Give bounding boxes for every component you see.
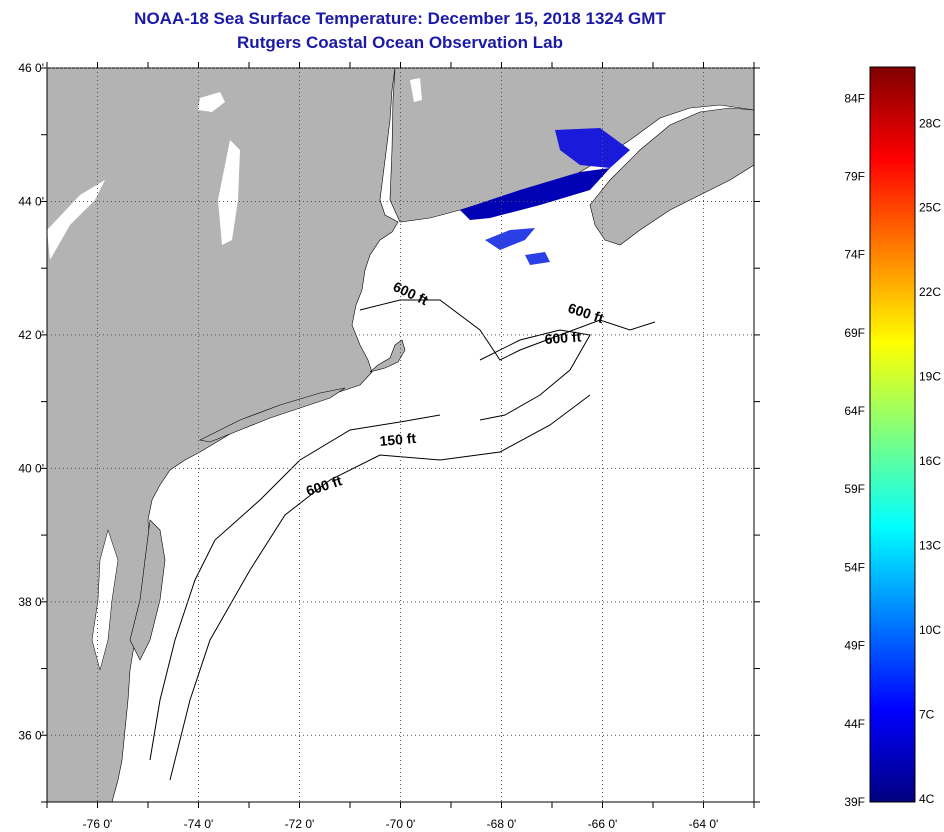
colorbar-c-label: 22C bbox=[919, 285, 941, 299]
lat-tick-label: 36 0' bbox=[18, 728, 44, 742]
contour-600ft bbox=[169, 394, 591, 781]
contour-150ft bbox=[149, 414, 441, 761]
sst-patch bbox=[460, 168, 610, 220]
colorbar-f-label: 74F bbox=[844, 248, 865, 262]
lon-tick-label: -76 0' bbox=[83, 817, 113, 831]
lon-tick-label: -74 0' bbox=[184, 817, 214, 831]
colorbar-f-label: 64F bbox=[844, 404, 865, 418]
sst-patch bbox=[555, 128, 630, 168]
colorbar-c-label: 16C bbox=[919, 454, 941, 468]
contour-label: 150 ft bbox=[379, 430, 417, 449]
colorbar-labels: 84F 79F 74F 69F 64F 59F 54F 49F 44F 39F 28C 25C 22C 1… bbox=[844, 91, 941, 809]
colorbar-f-label: 49F bbox=[844, 639, 865, 653]
colorbar-c-label: 4C bbox=[919, 792, 935, 806]
long-island bbox=[199, 387, 346, 443]
lon-tick-label: -72 0' bbox=[285, 817, 315, 831]
nova-scotia bbox=[589, 107, 754, 246]
lon-tick-label: -64 0' bbox=[689, 817, 719, 831]
colorbar-f-label: 54F bbox=[844, 560, 865, 574]
colorbar-f-label: 79F bbox=[844, 169, 865, 183]
colorbar-f-label: 84F bbox=[844, 91, 865, 105]
sst-patch bbox=[485, 228, 535, 250]
sst-patch bbox=[525, 252, 550, 265]
lake bbox=[218, 140, 240, 245]
lon-tick-label: -70 0' bbox=[386, 817, 416, 831]
contour-600ft-gulf2 bbox=[479, 329, 591, 421]
map-title: NOAA-18 Sea Surface Temperature: Decembe… bbox=[134, 9, 666, 28]
colorbar-f-label: 69F bbox=[844, 326, 865, 340]
contour-600ft-gulf bbox=[359, 299, 656, 361]
colorbar-c-label: 13C bbox=[919, 539, 941, 553]
lat-tick-label: 40 0' bbox=[18, 461, 44, 475]
lat-tick-label: 46 0' bbox=[18, 61, 44, 75]
map-subtitle: Rutgers Coastal Ocean Observation Lab bbox=[237, 33, 563, 52]
colorbar-c-label: 10C bbox=[919, 623, 941, 637]
lake bbox=[410, 78, 422, 102]
lake bbox=[198, 92, 225, 112]
contour-label: 600 ft bbox=[544, 328, 582, 347]
axis-ticks: 46 0' 44 0' 42 0' 40 0' 38 0' 36 0' -76 0' -74 … bbox=[18, 61, 760, 831]
colorbar-f-label: 39F bbox=[844, 795, 865, 809]
colorbar-f-label: 44F bbox=[844, 717, 865, 731]
delmarva bbox=[129, 519, 166, 661]
colorbar-c-label: 25C bbox=[919, 201, 941, 215]
colorbar-c-label: 7C bbox=[919, 707, 935, 721]
lake bbox=[47, 180, 105, 260]
colorbar-c-label: 19C bbox=[919, 370, 941, 384]
colorbar-f-label: 59F bbox=[844, 482, 865, 496]
lat-tick-label: 44 0' bbox=[18, 194, 44, 208]
chesapeake-bay bbox=[91, 529, 119, 671]
colorbar-gradient bbox=[869, 66, 916, 803]
cape-cod bbox=[369, 339, 406, 373]
colorbar-c-label: 28C bbox=[919, 116, 941, 130]
lon-tick-label: -66 0' bbox=[588, 817, 618, 831]
lat-tick-label: 42 0' bbox=[18, 328, 44, 342]
lon-tick-label: -68 0' bbox=[487, 817, 517, 831]
lat-tick-label: 38 0' bbox=[18, 595, 44, 609]
